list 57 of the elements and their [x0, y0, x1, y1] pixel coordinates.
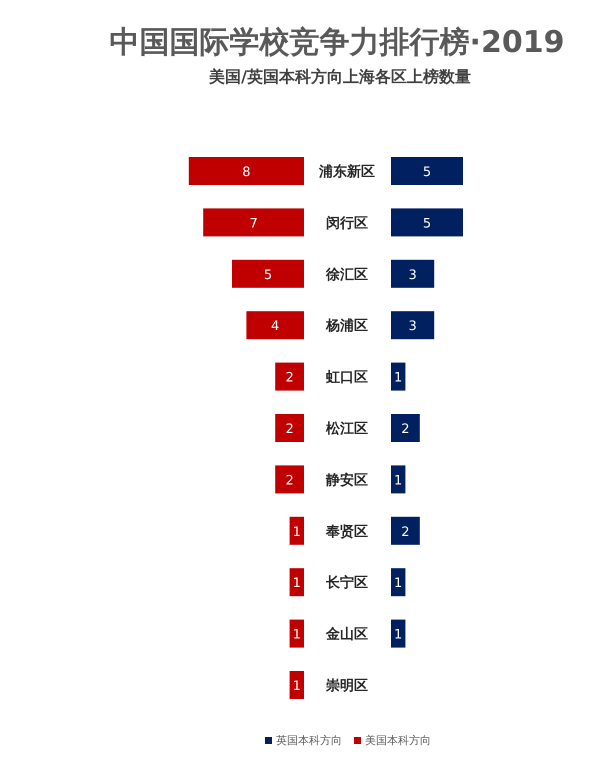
- bar: [391, 516, 420, 545]
- data-label: 1: [394, 473, 402, 488]
- legend-label: 英国本科方向: [276, 734, 342, 747]
- bar: [391, 620, 406, 648]
- legend-label: 美国本科方向: [365, 734, 431, 747]
- data-label: 4: [271, 319, 280, 334]
- data-label: 1: [394, 628, 402, 643]
- bar: [391, 311, 434, 340]
- bar: [246, 311, 304, 340]
- data-label: 5: [422, 216, 432, 232]
- bar: [290, 671, 304, 699]
- y-tick-label: 松江区: [325, 421, 368, 437]
- bar: [232, 260, 304, 288]
- bar: [391, 157, 463, 185]
- data-label: 1: [292, 524, 301, 540]
- y-tick-label: 闵行区: [326, 215, 368, 232]
- chart-title: 中国国际学校竞争力排行榜·2019: [110, 25, 564, 60]
- bar: [275, 414, 304, 442]
- y-tick-label: 静安区: [325, 471, 368, 488]
- bar: [275, 465, 304, 494]
- text: 美国/英国本科方向上海各区上榜数量: [208, 67, 471, 86]
- bar: [391, 208, 463, 236]
- data-label: 1: [292, 628, 301, 643]
- data-label: 1: [394, 576, 402, 592]
- bar: [275, 362, 304, 391]
- data-label: 3: [408, 319, 417, 334]
- data-label: 5: [264, 268, 272, 283]
- bar: [391, 362, 406, 391]
- data-label: 7: [249, 216, 258, 232]
- bar: [290, 516, 304, 545]
- data-label: 1: [394, 370, 402, 386]
- y-tick-label: 奉贤区: [325, 524, 368, 540]
- y-tick-label: 长宁区: [325, 574, 368, 592]
- data-label: 2: [401, 422, 410, 437]
- y-tick-label: 崇明区: [325, 678, 368, 694]
- y-tick-label: 杨浦区: [325, 318, 368, 334]
- data-label: 2: [285, 473, 294, 488]
- data-label: 1: [292, 576, 301, 592]
- bar: [391, 568, 406, 596]
- data-label: 5: [422, 165, 432, 180]
- data-label: 2: [401, 524, 410, 540]
- data-label: 8: [242, 165, 251, 180]
- bar: [391, 260, 434, 288]
- bar: [391, 414, 420, 442]
- bar: [188, 157, 304, 185]
- bar: [391, 465, 406, 494]
- data-label: 1: [292, 679, 301, 694]
- bar: [290, 620, 304, 648]
- data-label: 3: [408, 268, 417, 283]
- y-tick-label: 虹口区: [325, 370, 368, 386]
- y-tick-label: 金山区: [325, 626, 368, 643]
- data-label: 2: [285, 422, 294, 437]
- y-tick-label: 徐汇区: [325, 266, 368, 283]
- y-tick-label: 浦东新区: [318, 163, 375, 180]
- data-label: 2: [285, 370, 294, 386]
- bar: [290, 568, 304, 596]
- bar: [203, 208, 304, 236]
